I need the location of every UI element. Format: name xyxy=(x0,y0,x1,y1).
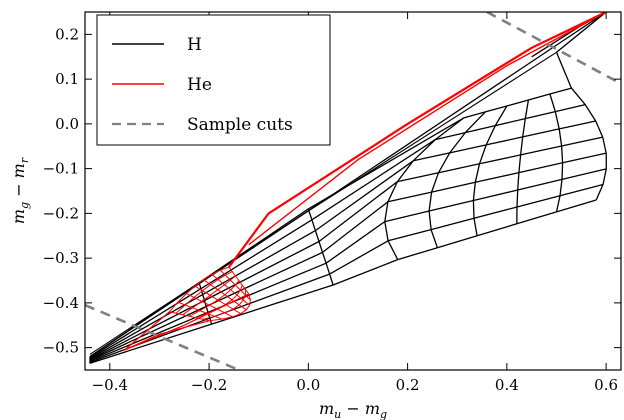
h-grid-col-6 xyxy=(516,99,530,224)
plot-data xyxy=(85,12,621,370)
x-tick-label-3: 0.2 xyxy=(396,376,420,394)
x-tick-label-4: 0.4 xyxy=(495,376,519,394)
y-tick-label-3: −0.2 xyxy=(43,204,79,222)
he-tail-3 xyxy=(124,293,250,351)
h-grid-col-5 xyxy=(472,105,508,236)
sample-cut-line-1 xyxy=(85,303,240,370)
he-grid-col-6 xyxy=(209,293,251,322)
axis-ticks: −0.4 −0.2 0.0 0.2 0.4 0.6 −0.5 −0.4 −0.3 −0.2 −0.1… xyxy=(43,12,621,394)
he-grid-col-3 xyxy=(188,280,240,317)
y-tick-label-7: 0.2 xyxy=(55,25,79,43)
he-grid-col-2 xyxy=(182,275,236,316)
plot-frame xyxy=(84,11,622,371)
x-tick-label-5: 0.6 xyxy=(594,376,618,394)
sample-cut-line-0 xyxy=(486,12,621,85)
x-tick-label-2: 0.0 xyxy=(296,376,320,394)
y-tick-label-5: 0.0 xyxy=(55,115,79,133)
h-grid-col-8 xyxy=(570,87,607,201)
x-axis-label: mu − mg xyxy=(319,399,387,420)
he-tail-1 xyxy=(124,311,170,351)
he-ridge-2 xyxy=(248,12,607,246)
legend-label-sample-cuts: Sample cuts xyxy=(187,115,293,135)
legend: H He Sample cuts xyxy=(96,14,331,146)
h-grid-col-4 xyxy=(428,111,486,248)
legend-label-h: H xyxy=(187,35,202,55)
h-outer-edge xyxy=(555,12,607,89)
y-tick-label-6: 0.1 xyxy=(55,70,79,88)
y-tick-label-0: −0.5 xyxy=(43,339,79,357)
h-grid-col-3 xyxy=(384,117,465,260)
he-grid-col-0 xyxy=(169,266,230,313)
he-ridge xyxy=(228,12,607,268)
x-tick-label-1: −0.2 xyxy=(191,376,227,394)
h-grid-col-7 xyxy=(549,93,564,213)
y-tick-label-1: −0.4 xyxy=(43,294,79,312)
y-tick-label-4: −0.1 xyxy=(43,160,79,178)
he-grid-col-1 xyxy=(175,271,233,314)
x-tick-label-0: −0.4 xyxy=(92,376,128,394)
legend-label-he: He xyxy=(187,75,212,95)
y-axis-label: mg − mr xyxy=(9,157,31,224)
y-tick-label-2: −0.3 xyxy=(43,249,79,267)
h-grid-row-6 xyxy=(89,183,604,363)
h-grid-col-2 xyxy=(307,208,334,286)
h-upper-edge xyxy=(89,12,607,358)
